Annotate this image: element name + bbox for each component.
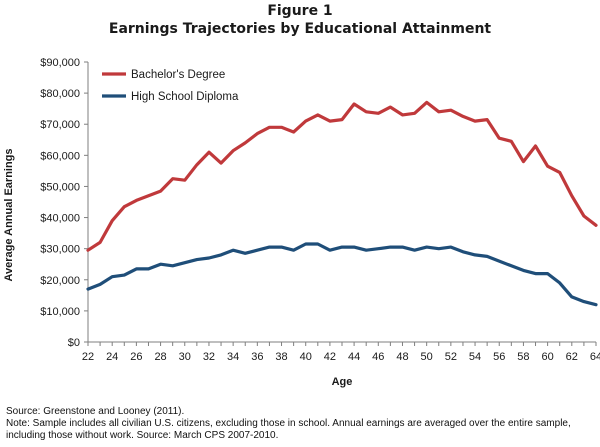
chart-legend: Bachelor's Degree High School Diploma: [102, 69, 239, 103]
x-tick-label: 60: [541, 351, 553, 363]
x-tick-label: 30: [179, 351, 191, 363]
y-tick-label: $40,000: [40, 213, 80, 225]
figure-label: Figure 1: [267, 3, 333, 19]
x-tick-label: 38: [275, 351, 287, 363]
bachelors-degree-line: [86, 100, 598, 252]
x-tick-label: 42: [324, 351, 336, 363]
y-tick-label: $10,000: [40, 306, 80, 318]
x-tick-label: 54: [469, 351, 481, 363]
y-tick-label: $30,000: [40, 244, 80, 256]
x-tick-label: 56: [493, 351, 505, 363]
sample-note: Note: Sample includes all civilian U.S. …: [6, 418, 571, 441]
y-tick-label: $90,000: [40, 57, 80, 69]
x-tick-label: 24: [106, 351, 118, 363]
chart-axes: $0 $10,000 $20,000 $30,000 $40,000 $50,000 $60…: [40, 57, 600, 363]
y-tick-label: $0: [68, 337, 80, 349]
x-tick-label: 28: [154, 351, 166, 363]
x-tick-label: 40: [300, 351, 312, 363]
x-tick-label: 46: [372, 351, 384, 363]
y-tick-label: $20,000: [40, 275, 80, 287]
x-tick-label: 50: [421, 351, 433, 363]
x-tick-label: 36: [251, 351, 263, 363]
figure-header: Figure 1 Earnings Trajectories by Educat…: [0, 2, 600, 38]
y-tick-label: $60,000: [40, 150, 80, 162]
y-tick-label: $80,000: [40, 88, 80, 100]
x-tick-label: 52: [445, 351, 457, 363]
y-axis-label: Average Annual Earnings: [3, 148, 15, 281]
x-tick-label: 64: [590, 351, 600, 363]
x-tick-label: 44: [348, 351, 360, 363]
x-tick-label: 48: [396, 351, 408, 363]
x-tick-label: 32: [203, 351, 215, 363]
x-tick-label: 22: [82, 351, 94, 363]
chart-series: [86, 100, 598, 307]
high-school-diploma-line: [86, 242, 598, 307]
x-tick-label: 26: [130, 351, 142, 363]
legend-label-high-school: High School Diploma: [131, 91, 239, 103]
x-tick-label: 34: [227, 351, 239, 363]
source-note: Source: Greenstone and Looney (2011).: [6, 406, 185, 417]
x-tick-label: 62: [566, 351, 578, 363]
y-tick-label: $50,000: [40, 181, 80, 193]
chart-notes: Source: Greenstone and Looney (2011). No…: [6, 406, 598, 442]
chart-title: Earnings Trajectories by Educational Att…: [108, 21, 492, 37]
x-axis-label: Age: [332, 376, 353, 388]
y-tick-label: $70,000: [40, 119, 80, 131]
x-tick-label: 58: [517, 351, 529, 363]
legend-label-bachelors: Bachelor's Degree: [131, 69, 225, 81]
